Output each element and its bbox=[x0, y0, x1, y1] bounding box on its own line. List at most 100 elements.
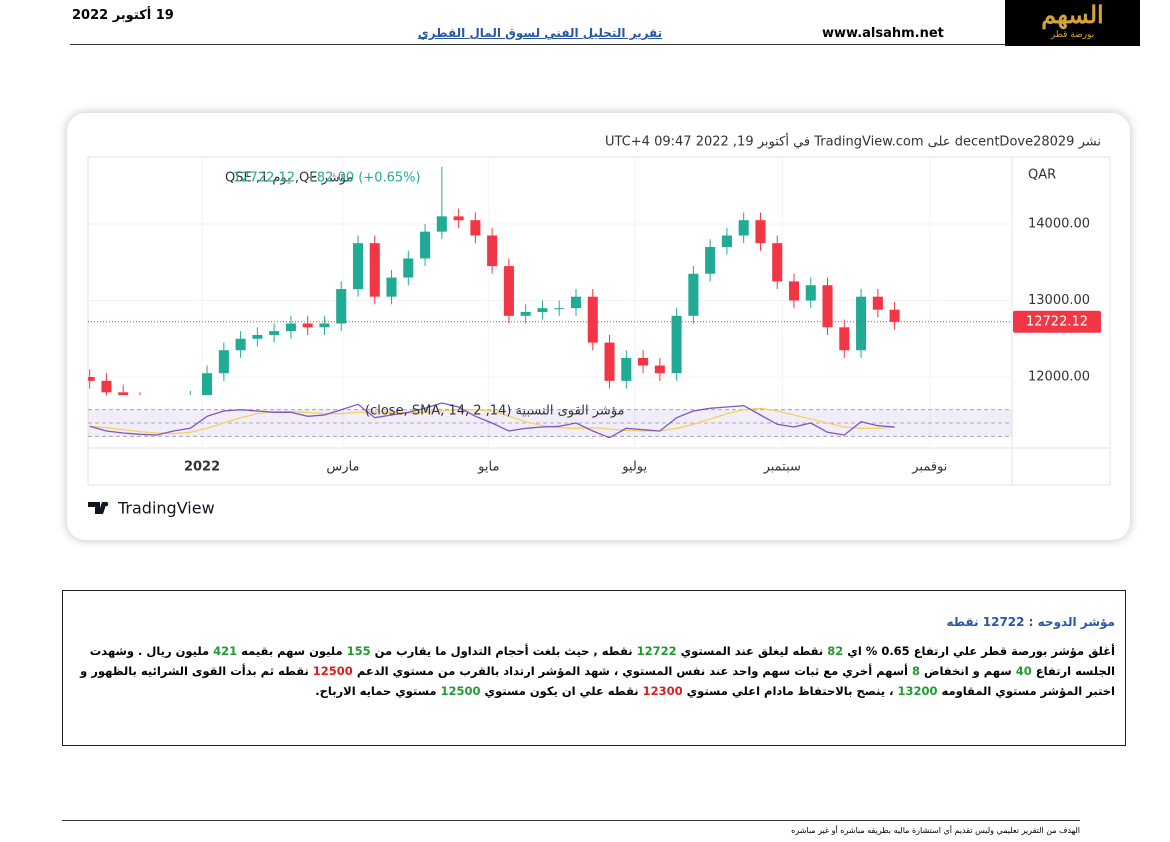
candle bbox=[772, 235, 783, 290]
candle bbox=[218, 342, 229, 381]
candle-body bbox=[453, 216, 464, 221]
candle-body bbox=[118, 392, 129, 395]
last-price-box bbox=[1013, 310, 1101, 333]
legend-change: +82.00 (+0.65%) bbox=[306, 171, 421, 186]
candle-body bbox=[638, 357, 649, 366]
candle-body bbox=[604, 342, 615, 381]
candle-body bbox=[503, 266, 514, 316]
candle-body bbox=[755, 220, 766, 244]
candle-body bbox=[721, 235, 732, 247]
candle-body bbox=[554, 308, 565, 310]
candle bbox=[688, 266, 699, 324]
candle bbox=[889, 302, 900, 330]
logo-mark bbox=[88, 502, 107, 514]
chart: نشر decentDove28029 على TradingView.com … bbox=[87, 133, 1111, 518]
candle-body bbox=[185, 398, 195, 403]
analysis-segment: 8 bbox=[912, 664, 921, 678]
candle bbox=[805, 277, 816, 309]
candle-body bbox=[705, 246, 716, 274]
logo: السهم بورصة قطر bbox=[1005, 0, 1140, 46]
candle-body bbox=[202, 373, 213, 395]
logo-name: السهم bbox=[1041, 0, 1104, 29]
candle-body bbox=[252, 334, 263, 339]
candle-body bbox=[336, 289, 347, 324]
analysis-segment: سهم و انخفاض bbox=[920, 664, 1016, 678]
candle-body bbox=[805, 285, 816, 301]
sma-line bbox=[89, 407, 895, 435]
candle bbox=[487, 227, 498, 274]
candles bbox=[88, 166, 900, 408]
candle-body bbox=[168, 404, 178, 408]
candle-body bbox=[436, 216, 447, 232]
candle bbox=[738, 212, 749, 244]
candle bbox=[235, 331, 246, 358]
candle bbox=[856, 289, 867, 358]
legend-price: 12722.12 bbox=[233, 171, 295, 186]
report-title: تقرير التحليل الفني لسوق المال القطري bbox=[417, 26, 663, 40]
candle bbox=[570, 289, 582, 316]
analysis-segment: نقطه علي ان يكون مستوي bbox=[480, 684, 643, 698]
analysis-title: مؤشر الدوحه : 12722 نقطه bbox=[946, 615, 1115, 629]
candle-body bbox=[856, 296, 867, 351]
candle-body bbox=[302, 323, 313, 328]
x-tick-label: سبتمبر bbox=[763, 460, 801, 475]
footer-rule bbox=[62, 820, 1080, 821]
candle-body bbox=[285, 323, 296, 332]
report-date: 19 أكتوبر 2022 bbox=[72, 8, 174, 23]
candle bbox=[269, 323, 280, 343]
analysis-segment: مستوي حمايه الارباح. bbox=[315, 684, 441, 698]
analysis-segment: أسهم أخري مع ثبات سهم واحد عند نفس المست… bbox=[352, 664, 912, 678]
analysis-segment: 82 bbox=[827, 644, 844, 658]
analysis-box: مؤشر الدوحه : 12722 نقطه أغلق مؤشر بورصة… bbox=[62, 590, 1126, 746]
candle-body bbox=[822, 285, 833, 328]
candle bbox=[872, 289, 883, 318]
candle bbox=[185, 390, 195, 403]
candle-body bbox=[152, 404, 162, 408]
candle-body bbox=[386, 277, 397, 297]
candle-body bbox=[352, 243, 364, 290]
candle-body bbox=[269, 331, 280, 335]
chart-root: نشر decentDove28029 على TradingView.com … bbox=[87, 133, 1111, 518]
candle-body bbox=[218, 350, 229, 374]
analysis-segment: 155 bbox=[346, 644, 371, 658]
candle bbox=[705, 239, 716, 282]
attribution: نشر decentDove28029 على TradingView.com … bbox=[605, 133, 1101, 150]
candle bbox=[135, 392, 145, 404]
candle-body bbox=[135, 400, 145, 404]
analysis-segment: 421 bbox=[213, 644, 238, 658]
analysis-segment: نقطه ثم بدأت القوى الشرائيه بالظهور و اخ… bbox=[76, 664, 1115, 698]
candle-body bbox=[88, 377, 95, 381]
chart-card: نشر decentDove28029 على TradingView.com … bbox=[67, 113, 1130, 540]
candle bbox=[302, 315, 313, 335]
candle-body bbox=[688, 273, 699, 316]
candle bbox=[587, 289, 598, 351]
candle-body bbox=[839, 327, 850, 351]
candle-body bbox=[319, 323, 330, 328]
y-tick-label: 13000.00 bbox=[1028, 293, 1090, 308]
candle bbox=[822, 277, 833, 335]
x-tick-label: نوفمبر bbox=[911, 460, 947, 475]
candle bbox=[252, 327, 263, 347]
candle bbox=[788, 273, 800, 309]
axis-unit: QAR bbox=[1028, 168, 1056, 183]
y-tick-label: 14000.00 bbox=[1028, 217, 1090, 232]
analysis-segment: 12722 bbox=[636, 644, 677, 658]
analysis-segment: 12500 bbox=[312, 664, 353, 678]
logo-mark bbox=[103, 501, 109, 507]
candle bbox=[101, 373, 112, 395]
analysis-segment: مليون سهم بقيمه bbox=[237, 644, 347, 658]
candle-body bbox=[872, 296, 883, 310]
candle bbox=[420, 224, 431, 267]
x-tick-label: 2022 bbox=[184, 460, 220, 475]
candle bbox=[755, 212, 766, 251]
candle bbox=[453, 208, 464, 228]
candle bbox=[369, 235, 380, 305]
candle-body bbox=[621, 357, 632, 381]
header-rule bbox=[70, 44, 1005, 45]
candle bbox=[537, 300, 548, 320]
analysis-text: أغلق مؤشر بورصة قطر علي ارتفاع 0.65 % اي… bbox=[73, 641, 1115, 701]
analysis-segment: ، ينصح بالاحتفاظ مادام اعلي مستوي bbox=[682, 684, 898, 698]
analysis-segment: 12300 bbox=[642, 684, 683, 698]
candle-body bbox=[470, 220, 481, 236]
